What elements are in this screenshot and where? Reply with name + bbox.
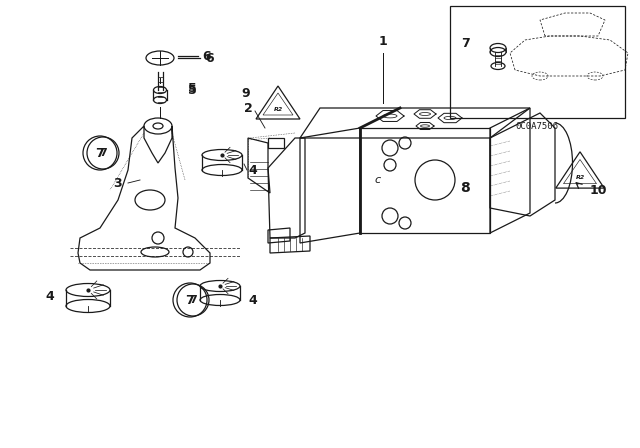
Text: 8: 8 [460,181,470,195]
Text: 7: 7 [461,36,469,49]
Text: 10: 10 [590,184,607,197]
Bar [450,6,625,118]
Text: 7: 7 [95,146,104,159]
Text: c: c [375,175,381,185]
Text: R2: R2 [273,107,283,112]
Text: 4: 4 [248,164,257,177]
Text: 5: 5 [188,82,196,95]
Text: 7: 7 [186,293,195,306]
Text: 9: 9 [241,86,250,99]
Text: 6: 6 [202,49,211,63]
Text: R2: R2 [575,175,584,180]
Text: 0C0A7506: 0C0A7506 [515,121,559,130]
Text: 5: 5 [188,83,196,96]
Text: 6: 6 [205,52,214,65]
Text: 7: 7 [99,148,107,158]
Text: 4: 4 [45,289,54,302]
Text: 1: 1 [379,35,387,48]
Text: 4: 4 [248,293,257,306]
Text: 2: 2 [244,102,252,115]
Text: 3: 3 [114,177,122,190]
Text: 7: 7 [189,295,197,305]
